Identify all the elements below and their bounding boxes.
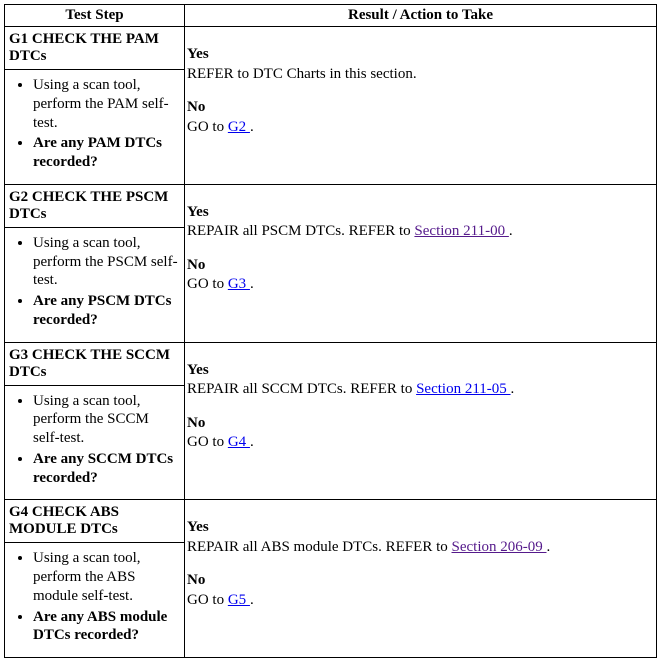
result-cell: Yes REPAIR all SCCM DTCs. REFER to Secti…	[185, 342, 657, 500]
step-question: Are any ABS module DTCs recorded?	[33, 608, 178, 646]
yes-text-pre: REFER to DTC Charts in this section.	[187, 66, 417, 82]
result-cell: Yes REFER to DTC Charts in this section.…	[185, 27, 657, 185]
no-text-post: .	[250, 592, 254, 608]
col-header-test-step: Test Step	[5, 5, 185, 27]
no-text-pre: GO to	[187, 592, 228, 608]
step-question: Are any SCCM DTCs recorded?	[33, 450, 178, 488]
result-cell: Yes REPAIR all PSCM DTCs. REFER to Secti…	[185, 184, 657, 342]
yes-text-post: .	[511, 381, 515, 397]
no-label: No	[187, 257, 205, 273]
step-body: Using a scan tool, perform the PSCM self…	[5, 227, 185, 342]
yes-text-post: .	[509, 223, 513, 239]
diagnostic-table: Test Step Result / Action to Take G1 CHE…	[4, 4, 657, 658]
yes-link[interactable]: Section 206-09	[452, 539, 547, 555]
table-row: G1 CHECK THE PAM DTCs Yes REFER to DTC C…	[5, 27, 657, 70]
no-text-pre: GO to	[187, 276, 228, 292]
no-text-pre: GO to	[187, 434, 228, 450]
col-header-result: Result / Action to Take	[185, 5, 657, 27]
yes-link[interactable]: Section 211-00	[414, 223, 508, 239]
no-text-post: .	[250, 119, 254, 135]
yes-label: Yes	[187, 46, 209, 62]
no-label: No	[187, 415, 205, 431]
table-row: G4 CHECK ABS MODULE DTCs Yes REPAIR all …	[5, 500, 657, 543]
table-row: G2 CHECK THE PSCM DTCs Yes REPAIR all PS…	[5, 184, 657, 227]
no-text-pre: GO to	[187, 119, 228, 135]
yes-label: Yes	[187, 204, 209, 220]
yes-text-pre: REPAIR all PSCM DTCs. REFER to	[187, 223, 414, 239]
step-question: Are any PSCM DTCs recorded?	[33, 292, 178, 330]
no-link[interactable]: G5	[228, 592, 250, 608]
yes-link[interactable]: Section 211-05	[416, 381, 510, 397]
step-bullet: Using a scan tool, perform the ABS modul…	[33, 549, 178, 605]
step-body: Using a scan tool, perform the PAM self-…	[5, 70, 185, 185]
no-text-post: .	[250, 276, 254, 292]
no-label: No	[187, 572, 205, 588]
step-bullet: Using a scan tool, perform the PSCM self…	[33, 234, 178, 290]
no-text-post: .	[250, 434, 254, 450]
step-title: G2 CHECK THE PSCM DTCs	[5, 184, 185, 227]
step-body: Using a scan tool, perform the ABS modul…	[5, 543, 185, 658]
step-title: G4 CHECK ABS MODULE DTCs	[5, 500, 185, 543]
no-label: No	[187, 99, 205, 115]
step-title: G3 CHECK THE SCCM DTCs	[5, 342, 185, 385]
step-question: Are any PAM DTCs recorded?	[33, 134, 178, 172]
step-bullet: Using a scan tool, perform the SCCM self…	[33, 392, 178, 448]
no-link[interactable]: G4	[228, 434, 250, 450]
yes-text-post: .	[547, 539, 551, 555]
yes-text-pre: REPAIR all ABS module DTCs. REFER to	[187, 539, 452, 555]
result-cell: Yes REPAIR all ABS module DTCs. REFER to…	[185, 500, 657, 658]
yes-label: Yes	[187, 519, 209, 535]
step-title: G1 CHECK THE PAM DTCs	[5, 27, 185, 70]
yes-text-pre: REPAIR all SCCM DTCs. REFER to	[187, 381, 416, 397]
step-bullet: Using a scan tool, perform the PAM self-…	[33, 76, 178, 132]
step-body: Using a scan tool, perform the SCCM self…	[5, 385, 185, 500]
table-row: G3 CHECK THE SCCM DTCs Yes REPAIR all SC…	[5, 342, 657, 385]
yes-label: Yes	[187, 362, 209, 378]
no-link[interactable]: G2	[228, 119, 250, 135]
no-link[interactable]: G3	[228, 276, 250, 292]
